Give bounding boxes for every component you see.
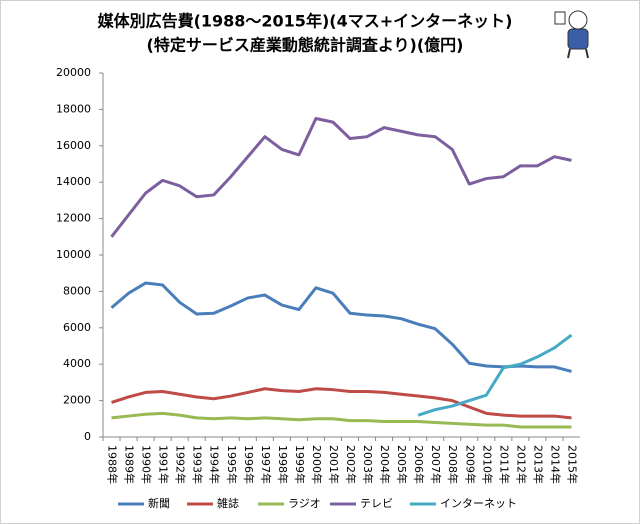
series-line [111, 387, 572, 420]
x-tick-label: 1999年 [293, 445, 307, 484]
x-tick-label: 2010年 [480, 445, 494, 484]
x-tick-label: 2002年 [344, 445, 358, 484]
x-tick-label: 2004年 [378, 445, 392, 484]
y-tick-label: 12000 [56, 212, 91, 225]
x-tick-label: 1993年 [191, 445, 205, 484]
legend-label: 新聞 [148, 496, 170, 510]
chart-title: 媒体別広告費(1988～2015年)(4マス+インターネット) [98, 12, 513, 31]
x-tick-label: 2003年 [361, 445, 375, 484]
x-tick-label: 1992年 [174, 445, 188, 484]
series-line [111, 411, 572, 429]
y-tick-label: 20000 [56, 66, 91, 79]
x-tick-label: 2006年 [412, 445, 426, 484]
y-tick-label: 4000 [63, 357, 91, 370]
x-tick-label: 2008年 [446, 445, 460, 484]
x-tick-label: 2011年 [497, 445, 511, 484]
x-tick-label: 2005年 [395, 445, 409, 484]
x-tick-label: 2014年 [548, 445, 562, 484]
x-tick-label: 2007年 [429, 445, 443, 484]
y-tick-label: 0 [84, 430, 91, 443]
y-tick-label: 10000 [56, 248, 91, 261]
x-tick-label: 1990年 [140, 445, 154, 484]
y-tick-label: 8000 [63, 284, 91, 297]
y-tick-label: 18000 [56, 102, 91, 115]
x-tick-label: 1988年 [106, 445, 120, 484]
x-tick-label: 2013年 [531, 445, 545, 484]
x-tick-label: 2012年 [514, 445, 528, 484]
legend-label: ラジオ [288, 497, 321, 510]
x-tick-label: 1989年 [123, 445, 137, 484]
y-tick-label: 14000 [56, 175, 91, 188]
chart-subtitle: (特定サービス産業動態統計調査より)(億円) [147, 36, 464, 55]
series-line [110, 281, 572, 373]
x-tick-label: 1994年 [208, 445, 222, 484]
x-tick-label: 1991年 [157, 445, 171, 484]
x-tick-label: 1996年 [242, 445, 256, 484]
x-tick-label: 1995年 [225, 445, 239, 484]
series-line [110, 117, 572, 238]
x-tick-label: 1998年 [276, 445, 290, 484]
x-tick-label: 2015年 [565, 445, 579, 484]
legend-label: インターネット [440, 497, 517, 510]
legend-label: テレビ [360, 497, 393, 510]
y-tick-label: 16000 [56, 139, 91, 152]
y-tick-label: 6000 [63, 321, 91, 334]
x-tick-label: 2000年 [310, 445, 324, 484]
y-tick-label: 2000 [63, 394, 91, 407]
x-tick-label: 2009年 [463, 445, 477, 484]
x-tick-label: 1997年 [259, 445, 273, 484]
x-tick-label: 2001年 [327, 445, 341, 484]
series-line [417, 333, 573, 417]
legend-label: 雑誌 [217, 496, 239, 510]
mascot [554, 10, 589, 59]
